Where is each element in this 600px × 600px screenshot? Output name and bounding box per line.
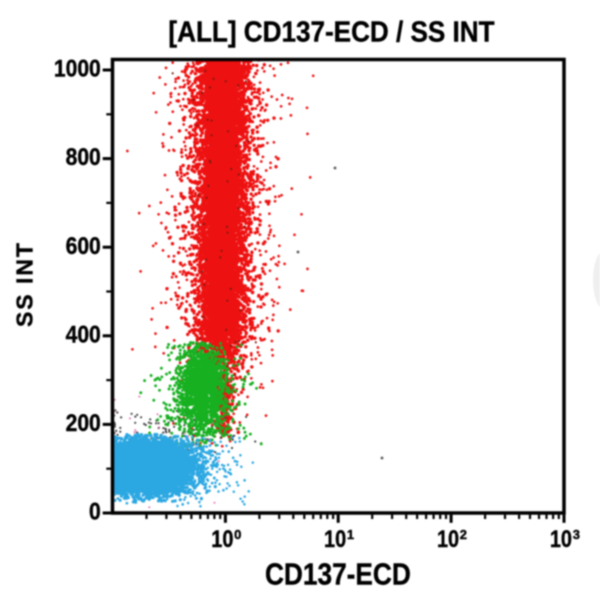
svg-text:1: 1 bbox=[347, 527, 354, 542]
svg-text:10: 10 bbox=[550, 525, 572, 552]
svg-text:3: 3 bbox=[573, 527, 580, 542]
svg-text:0: 0 bbox=[234, 527, 241, 542]
svg-text:0: 0 bbox=[89, 498, 101, 525]
svg-text:600: 600 bbox=[66, 233, 101, 260]
svg-text:400: 400 bbox=[66, 321, 101, 348]
svg-text:SS INT: SS INT bbox=[12, 243, 38, 327]
svg-text:1000: 1000 bbox=[54, 55, 101, 82]
svg-text:800: 800 bbox=[66, 144, 101, 171]
svg-text:10: 10 bbox=[324, 525, 346, 552]
svg-text:10: 10 bbox=[437, 525, 459, 552]
svg-text:[ALL] CD137-ECD / SS INT: [ALL] CD137-ECD / SS INT bbox=[168, 15, 494, 48]
svg-text:200: 200 bbox=[66, 410, 101, 437]
svg-text:CD137-ECD: CD137-ECD bbox=[265, 558, 411, 593]
svg-text:2: 2 bbox=[460, 527, 467, 542]
svg-text:10: 10 bbox=[211, 525, 233, 552]
